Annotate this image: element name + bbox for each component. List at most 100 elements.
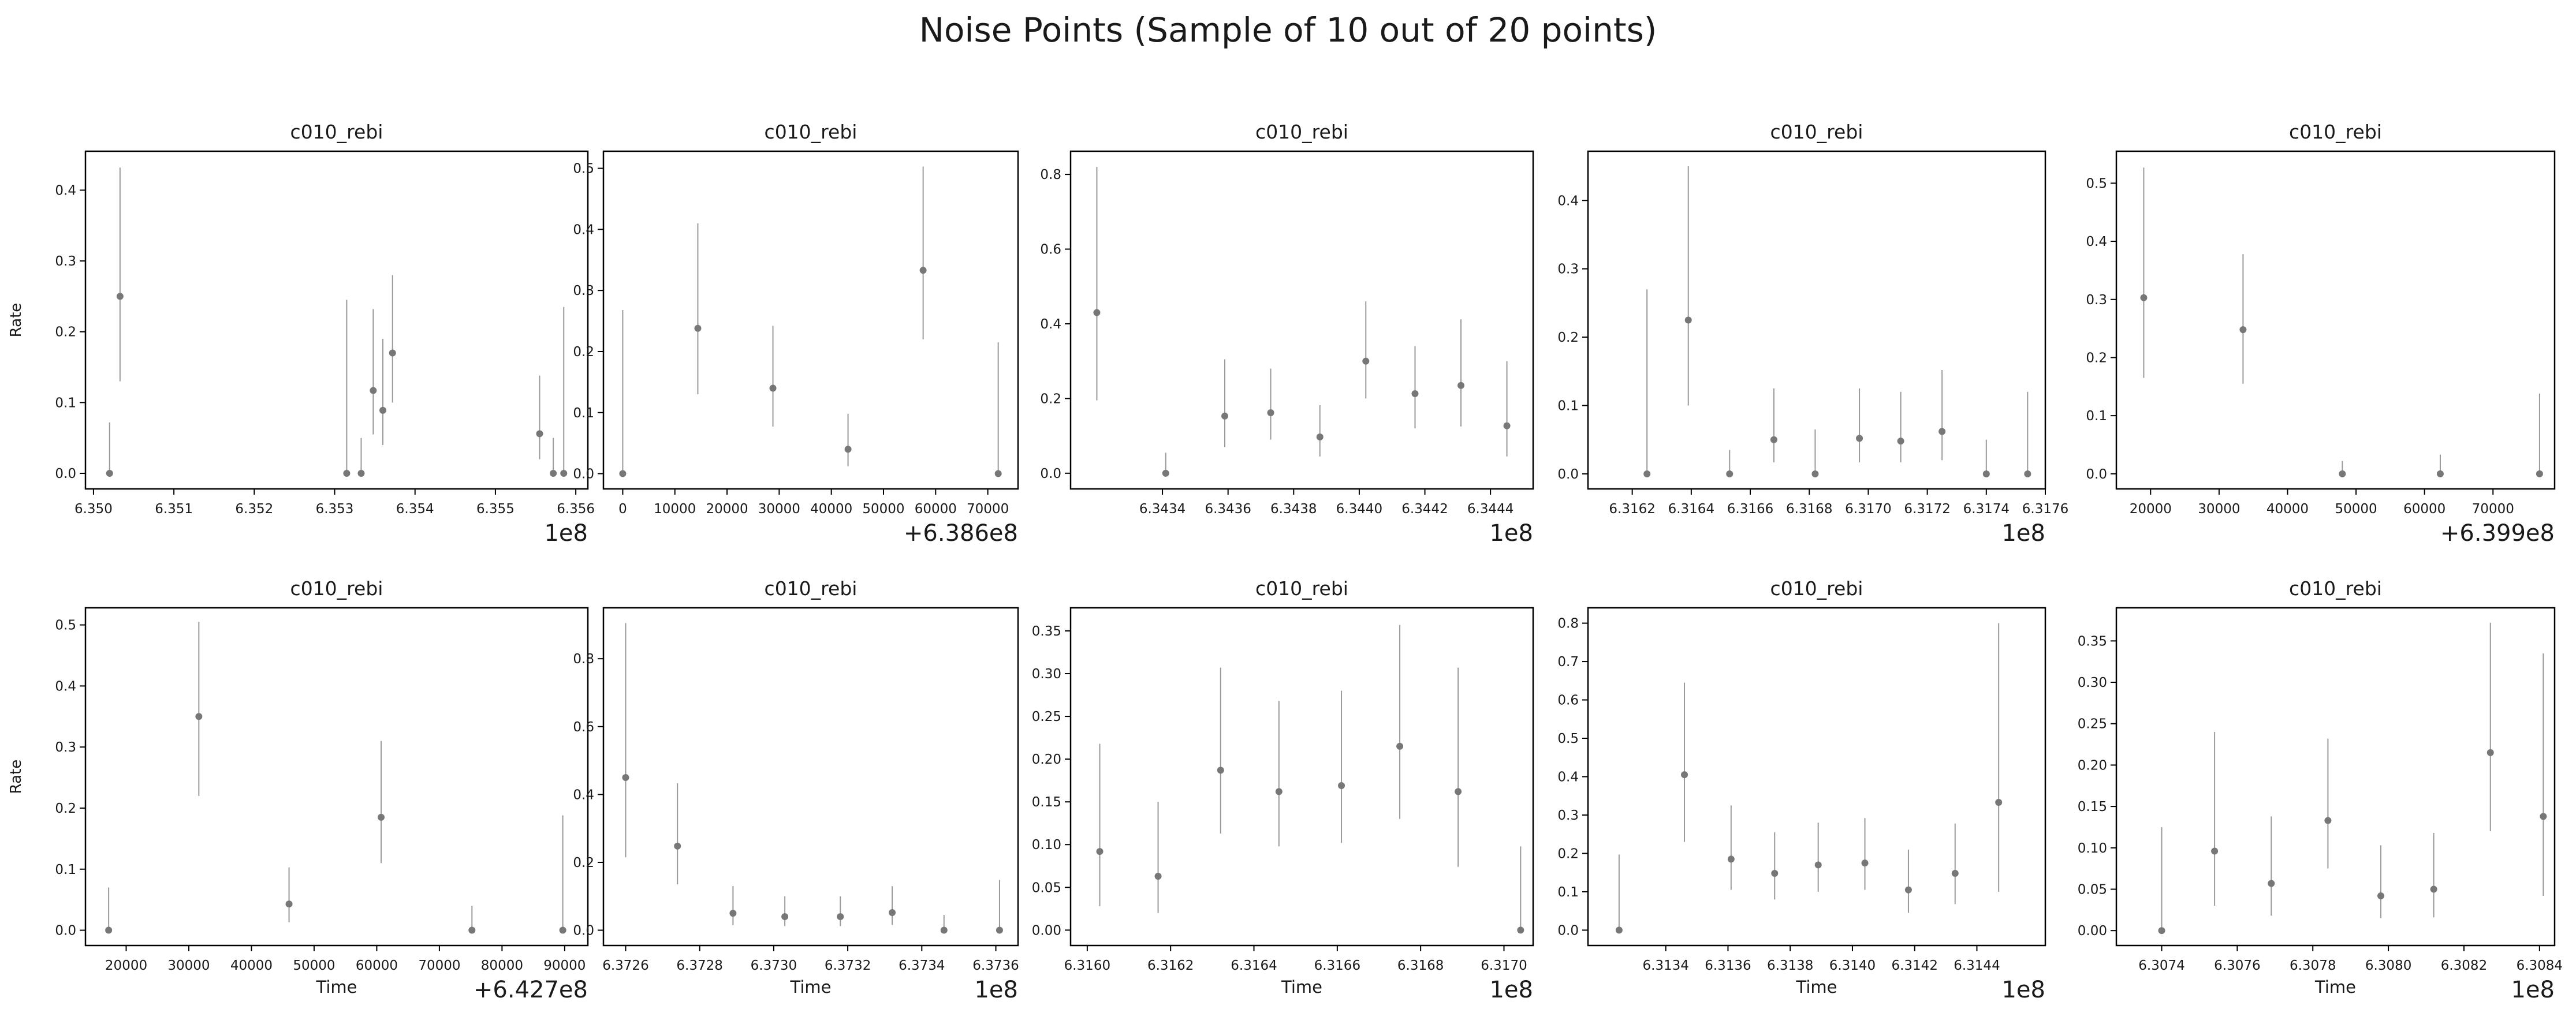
data-point [1455,788,1462,795]
data-point [729,910,737,917]
x-tick-label: 6.3440 [1336,502,1382,517]
x-offset-text: +6.386e8 [904,520,1018,547]
x-offset-text: 1e8 [1489,520,1533,547]
x-tick-label: 6.3162 [1609,502,1655,517]
y-tick-label: 0.0 [55,466,76,481]
x-tick-label: 6.3076 [2214,958,2260,973]
y-tick-label: 0.2 [1040,391,1061,406]
data-point [919,267,927,274]
data-point [769,384,777,392]
x-axis-label: Time [316,977,357,997]
data-point [1770,436,1777,443]
x-tick-label: 6.3172 [1904,502,1950,517]
data-point [2268,880,2275,887]
x-tick-label: 6.3176 [2022,502,2068,517]
x-tick-label: 6.3162 [1147,958,1194,973]
y-tick-label: 0.3 [1557,262,1579,277]
data-point [2140,294,2148,301]
x-tick-label: 60000 [356,958,398,973]
subplot-title: c010_rebi [1255,121,1348,143]
x-tick-label: 80000 [481,958,523,973]
y-tick-label: 0.5 [2086,176,2107,191]
data-point [2486,749,2494,756]
x-tick-label: 40000 [810,502,852,517]
x-tick-label: 6.3138 [1767,958,1813,973]
data-point [2377,892,2385,899]
data-point [1684,316,1692,324]
x-tick-label: 6.3732 [825,958,871,973]
plot-frame [84,607,589,947]
data-point [1503,422,1511,429]
x-tick-label: 40000 [230,958,273,973]
x-tick-label: 30000 [167,958,210,973]
y-tick-label: 0.25 [1032,709,1061,724]
subplot-title: c010_rebi [2289,121,2382,143]
plot-frame [1069,150,1534,490]
data-point [889,909,896,916]
y-tick-label: 0.20 [2078,758,2107,773]
data-point [1897,438,1904,445]
y-tick-label: 0.4 [55,679,76,694]
x-axis-label: Time [1281,977,1322,997]
x-tick-label: 20000 [105,958,147,973]
data-point [1411,390,1419,397]
x-tick-label: 6.3166 [1314,958,1360,973]
x-tick-label: 6.3134 [1642,958,1688,973]
data-point [1362,357,1370,365]
x-tick-label: 6.3160 [1064,958,1110,973]
y-tick-label: 0.10 [2078,841,2107,856]
x-tick-label: 20000 [2130,502,2172,517]
x-tick-label: 6.351 [155,502,193,517]
data-point [195,713,203,720]
data-point [2211,847,2219,855]
y-tick-label: 0.00 [2078,924,2107,939]
x-tick-label: 6.3136 [1705,958,1751,973]
y-tick-label: 0.0 [2086,467,2107,482]
data-point [1154,873,1162,880]
x-offset-text: +6.427e8 [474,977,588,1003]
y-tick-label: 0.2 [573,855,594,870]
y-tick-label: 0.0 [573,924,594,939]
data-point [1982,470,1990,477]
y-tick-label: 0.2 [573,345,594,360]
x-tick-label: 6.3140 [1829,958,1876,973]
subplot-title: c010_rebi [2289,577,2382,600]
x-tick-label: 30000 [2198,502,2240,517]
x-tick-label: 40000 [2266,502,2309,517]
x-offset-text: 1e8 [2001,977,2045,1003]
subplot-4: c010_rebi 0.0 0.1 0.2 0.3 0.4 6.3162 6.3164 6.31… [1557,121,2068,547]
x-tick-label: 6.3442 [1401,502,1448,517]
y-tick-label: 0.4 [573,787,594,802]
x-tick-label: 6.3438 [1270,502,1317,517]
subplot-6: c010_rebi 0.0 0.1 0.2 0.3 0.4 0.5 20000 30000 400… [8,577,589,1003]
data-point [343,470,351,477]
data-point [1217,767,1224,774]
x-tick-label: 70000 [2472,502,2514,517]
data-point [1726,470,1734,477]
x-offset-text: 1e8 [2511,977,2555,1003]
data-point [994,470,1002,477]
x-tick-label: 6.3734 [899,958,945,973]
subplot-10: c010_rebi 0.00 0.05 0.10 0.15 0.20 0.25 0.30 0.3… [2078,577,2563,1003]
data-point [1771,870,1779,877]
x-offset-text: +6.399e8 [2440,520,2555,547]
plot-frame [602,150,1019,490]
y-tick-label: 0.2 [55,325,76,340]
subplot-2: c010_rebi 0.0 0.1 0.2 0.3 0.4 0.5 0 10000 20000 30… [573,121,1019,547]
data-point [285,900,293,908]
data-point [1162,469,1169,477]
plot-frame [1587,150,2046,490]
data-point [1517,926,1524,934]
plot-frame [1069,607,1534,947]
data-point [694,324,702,332]
y-tick-label: 0.0 [1040,466,1061,481]
y-tick-label: 0.1 [1557,885,1579,900]
data-point [2239,326,2247,334]
x-tick-label: 6.3080 [2365,958,2411,973]
data-point [837,913,844,921]
data-point [2324,817,2332,824]
subplot-title: c010_rebi [290,121,383,143]
plot-frame [1587,607,2046,947]
data-point [2436,470,2444,477]
